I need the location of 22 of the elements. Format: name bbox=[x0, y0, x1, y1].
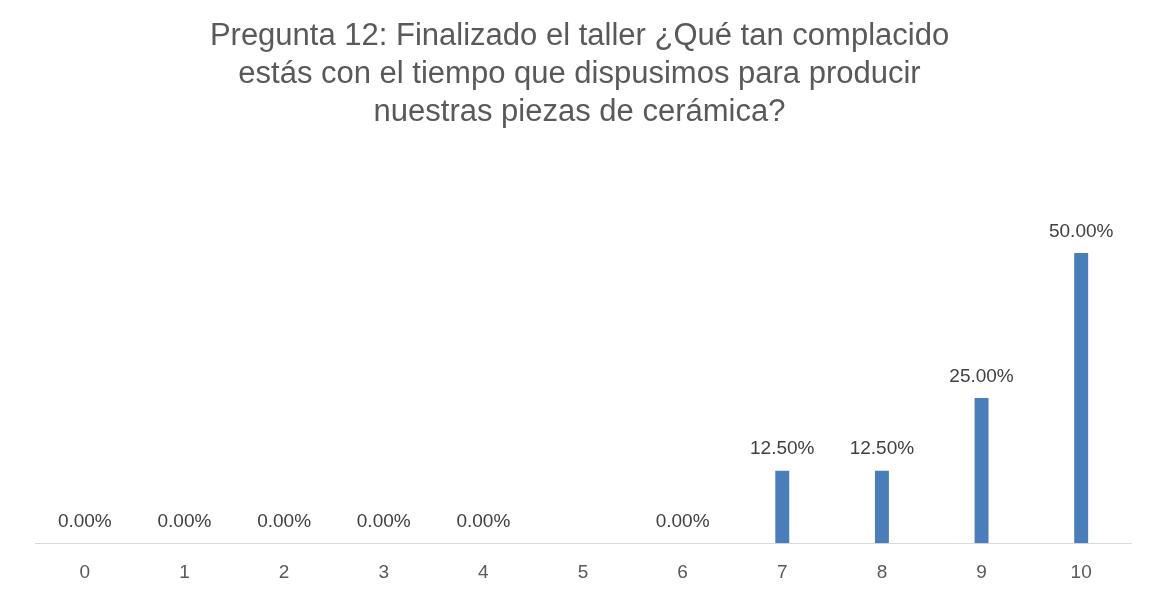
x-tick-label: 2 bbox=[278, 560, 290, 582]
x-tick-label: 3 bbox=[378, 560, 390, 582]
data-label: 12.50% bbox=[849, 437, 915, 459]
data-label: 0.00% bbox=[57, 509, 112, 531]
x-tick-label: 9 bbox=[976, 560, 987, 582]
x-tick-label: 4 bbox=[478, 560, 490, 582]
chart-title: Pregunta 12: Finalizado el taller ¿Qué tan complacido estás con el tiempo que dispusimos para producir nuestras piezas de cerámica? bbox=[208, 16, 951, 130]
data-label: 50.00% bbox=[1048, 219, 1114, 241]
data-label: 0.00% bbox=[356, 509, 411, 531]
data-label: 0.00% bbox=[456, 509, 511, 531]
data-label: 0.00% bbox=[157, 509, 212, 531]
x-tick-label: 1 bbox=[179, 560, 190, 582]
data-label: 0.00% bbox=[257, 509, 312, 531]
x-tick-label: 0 bbox=[79, 560, 91, 582]
x-tick-label: 6 bbox=[677, 560, 688, 582]
x-tick-label: 10 bbox=[1070, 560, 1092, 582]
x-tick-label: 8 bbox=[876, 560, 888, 582]
data-label: 25.00% bbox=[949, 364, 1014, 386]
x-tick-label: 5 bbox=[577, 560, 589, 582]
x-tick-label: 7 bbox=[776, 560, 788, 582]
data-label: 12.50% bbox=[750, 437, 815, 459]
data-label: 0.00% bbox=[655, 509, 710, 531]
